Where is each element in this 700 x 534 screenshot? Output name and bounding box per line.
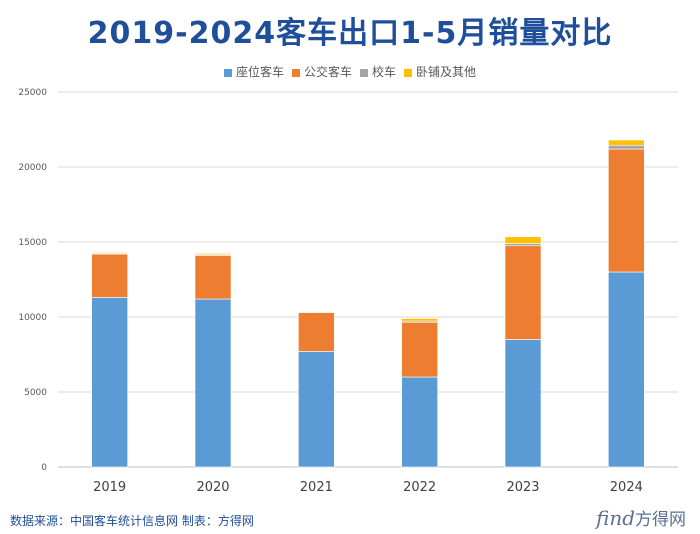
- y-tick-label: 5000: [24, 388, 47, 398]
- bar-segment-4: [504, 236, 542, 244]
- legend-swatch: [223, 68, 232, 77]
- legend-label: 卧铺及其他: [416, 65, 477, 79]
- x-tick-label: 2023: [506, 480, 539, 495]
- bar-segment-2: [298, 312, 335, 352]
- chart-title: 2019-2024客车出口1-5月销量对比: [87, 16, 613, 51]
- y-tick-label: 0: [41, 463, 47, 473]
- bar-segment-4: [194, 253, 232, 255]
- bar-segment-2: [401, 321, 438, 378]
- bar-segment-1: [91, 297, 128, 468]
- y-tick-label: 20000: [18, 163, 47, 173]
- bar-segment-1: [608, 271, 645, 468]
- bar-segment-4: [608, 139, 645, 146]
- legend-item: 座位客车: [223, 63, 284, 80]
- x-tick-label: 2020: [196, 480, 229, 495]
- bar-segment-3: [504, 243, 542, 247]
- bar-segment-1: [298, 351, 335, 468]
- y-tick-label: 10000: [18, 313, 47, 323]
- legend-label: 校车: [372, 65, 397, 79]
- bar-segment-4: [91, 252, 128, 254]
- x-tick-label: 2024: [610, 480, 643, 495]
- legend-label: 座位客车: [235, 65, 284, 79]
- find-logo: find方得网: [596, 506, 687, 530]
- legend-item: 校车: [360, 63, 396, 80]
- chart-legend: 座位客车 公交客车 校车 卧铺及其他: [0, 63, 700, 80]
- bar-segment-2: [504, 245, 542, 340]
- legend-swatch: [291, 68, 300, 77]
- legend-swatch: [404, 68, 413, 77]
- bar-segment-3: [608, 144, 645, 150]
- x-tick-label: 2021: [300, 480, 333, 495]
- bar-segment-1: [401, 376, 438, 468]
- bar-segment-4: [401, 318, 438, 322]
- y-tick-label: 15000: [18, 238, 47, 248]
- legend-item: 公交客车: [291, 63, 352, 80]
- y-tick-label: 25000: [18, 88, 47, 98]
- bar-segment-1: [194, 298, 232, 468]
- data-source-note: 数据来源：中国客车统计信息网 制表：方得网: [10, 514, 254, 528]
- x-tick-label: 2022: [403, 480, 436, 495]
- bar-segment-2: [91, 253, 128, 298]
- bar-segment-1: [504, 339, 542, 468]
- legend-label: 公交客车: [303, 65, 352, 79]
- x-tick-label: 2019: [93, 480, 126, 495]
- legend-item: 卧铺及其他: [404, 63, 476, 80]
- bar-segment-2: [194, 255, 232, 300]
- bar-segment-2: [608, 148, 645, 273]
- legend-swatch: [360, 68, 368, 77]
